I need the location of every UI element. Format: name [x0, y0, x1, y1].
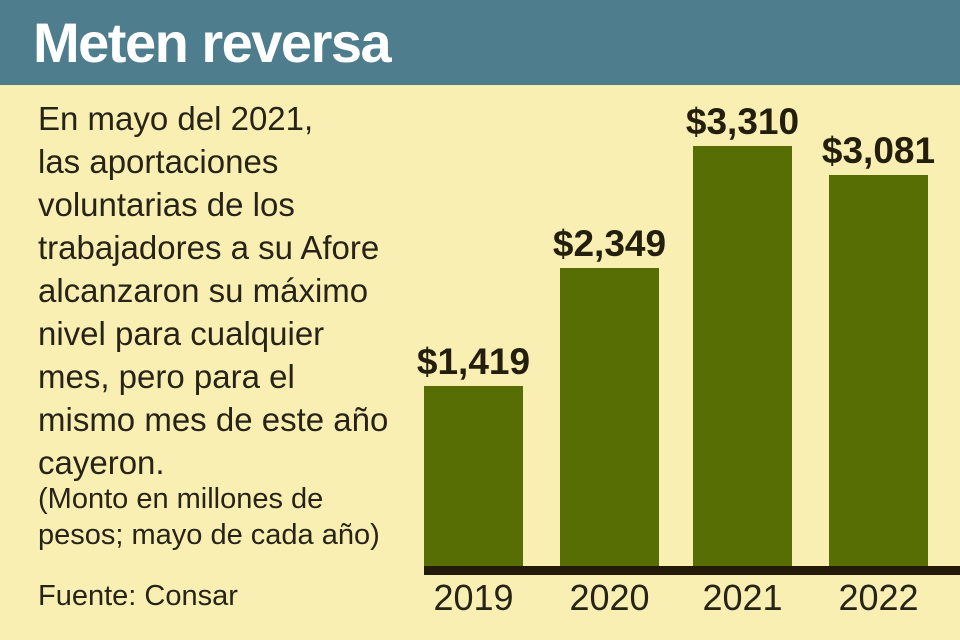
x-axis-tick-label: 2019 — [433, 577, 514, 618]
source-credit: Fuente: Consar — [38, 580, 238, 612]
units-note: (Monto en millones de pesos; mayo de cad… — [38, 483, 380, 551]
x-axis-tick-label: 2020 — [569, 577, 650, 618]
x-axis-tick-label: 2022 — [838, 577, 919, 618]
bar-value-label: $1,419 — [416, 341, 531, 382]
x-axis-tick-label: 2021 — [702, 577, 783, 618]
bar-2021 — [693, 146, 792, 566]
x-axis-line — [424, 566, 960, 575]
bar-2020 — [560, 268, 659, 566]
bar-2022 — [829, 175, 928, 566]
page-title: Meten reversa — [33, 11, 392, 74]
bar-2019 — [424, 386, 523, 566]
bar-value-label: $2,349 — [552, 223, 667, 264]
chart-header: Meten reversa — [0, 0, 960, 85]
bar-value-label: $3,081 — [821, 130, 936, 171]
chart-description: En mayo del 2021, las aportaciones volun… — [38, 100, 389, 481]
bar-value-label: $3,310 — [685, 101, 800, 142]
